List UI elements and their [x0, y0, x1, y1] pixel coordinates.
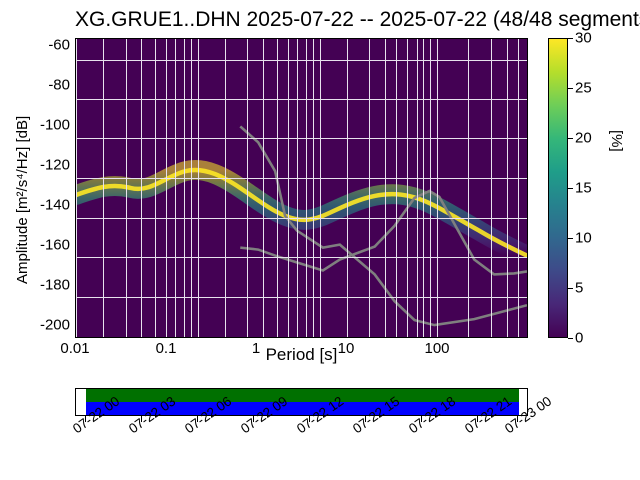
x-tick-label: 1: [252, 340, 260, 357]
colorbar-ticklabel: 15: [575, 180, 592, 197]
gridline-vertical: [126, 39, 127, 337]
gridline-vertical: [263, 39, 264, 337]
gridline-vertical: [155, 39, 156, 337]
gridline-vertical: [527, 39, 528, 337]
gridline-vertical: [306, 39, 307, 337]
gridline-vertical: [423, 39, 424, 337]
gridline-vertical: [507, 39, 508, 337]
gridline-vertical: [247, 39, 248, 337]
colorbar-tick: [568, 38, 573, 39]
gridline-vertical: [103, 39, 104, 337]
gridline-vertical: [369, 39, 370, 337]
gridline-vertical: [437, 39, 438, 337]
gridline-vertical: [297, 39, 298, 337]
x-tick-label: 0.01: [60, 340, 89, 357]
colorbar-tick: [568, 188, 573, 189]
colorbar-ticklabel: 30: [575, 30, 592, 47]
x-tick-label: 10: [338, 340, 355, 357]
gridline-vertical: [175, 39, 176, 337]
colorbar-label: [%]: [608, 130, 625, 152]
heatmap-svg: [76, 39, 527, 337]
plot-title: XG.GRUE1..DHN 2025-07-22 -- 2025-07-22 (…: [75, 8, 640, 32]
colorbar[interactable]: [548, 38, 568, 338]
colorbar-tick: [568, 338, 573, 339]
y-tick-label: -180: [20, 277, 70, 294]
x-tick-label: 100: [424, 340, 449, 357]
gridline-vertical: [313, 39, 314, 337]
gridline-vertical: [277, 39, 278, 337]
gridline-vertical: [141, 39, 142, 337]
gridline-horizontal: [76, 257, 527, 258]
colorbar-ticklabel: 0: [575, 330, 583, 347]
gridline-vertical: [491, 39, 492, 337]
gridline-vertical: [198, 39, 199, 337]
gridline-vertical: [184, 39, 185, 337]
gridline-vertical: [430, 39, 431, 337]
gridline-vertical: [76, 39, 77, 337]
colorbar-tick: [568, 288, 573, 289]
x-tick-label: 0.1: [156, 340, 177, 357]
gridline-vertical: [347, 39, 348, 337]
gridline-vertical: [225, 39, 226, 337]
colorbar-tick: [568, 88, 573, 89]
y-tick-label: -160: [20, 237, 70, 254]
gridline-vertical: [385, 39, 386, 337]
y-tick-label: -100: [20, 117, 70, 134]
y-tick-label: -200: [20, 317, 70, 334]
gridline-vertical: [417, 39, 418, 337]
gridline-vertical: [320, 39, 321, 337]
gridline-vertical: [396, 39, 397, 337]
gridline-horizontal: [76, 138, 527, 139]
gridline-horizontal: [76, 178, 527, 179]
gridline-horizontal: [76, 218, 527, 219]
colorbar-tick: [568, 138, 573, 139]
colorbar-tick: [568, 238, 573, 239]
gridline-vertical: [518, 39, 519, 337]
gridline-vertical: [166, 39, 167, 337]
x-axis-title: Period [s]: [75, 345, 528, 365]
colorbar-ticklabel: 5: [575, 280, 583, 297]
ppsd-plot-window: XG.GRUE1..DHN 2025-07-22 -- 2025-07-22 (…: [0, 0, 640, 480]
y-tick-label: -80: [20, 77, 70, 94]
y-tick-label: -60: [20, 37, 70, 54]
y-tick-label: -140: [20, 197, 70, 214]
psd-heatmap[interactable]: [75, 38, 528, 338]
gridline-vertical: [407, 39, 408, 337]
gridline-vertical: [288, 39, 289, 337]
gridline-horizontal: [76, 99, 527, 100]
gridline-vertical: [468, 39, 469, 337]
gridline-horizontal: [76, 297, 527, 298]
gridline-horizontal: [76, 60, 527, 61]
colorbar-ticklabel: 10: [575, 230, 592, 247]
colorbar-ticklabel: 20: [575, 130, 592, 147]
y-tick-label: -120: [20, 157, 70, 174]
colorbar-ticklabel: 25: [575, 80, 592, 97]
gridline-vertical: [191, 39, 192, 337]
